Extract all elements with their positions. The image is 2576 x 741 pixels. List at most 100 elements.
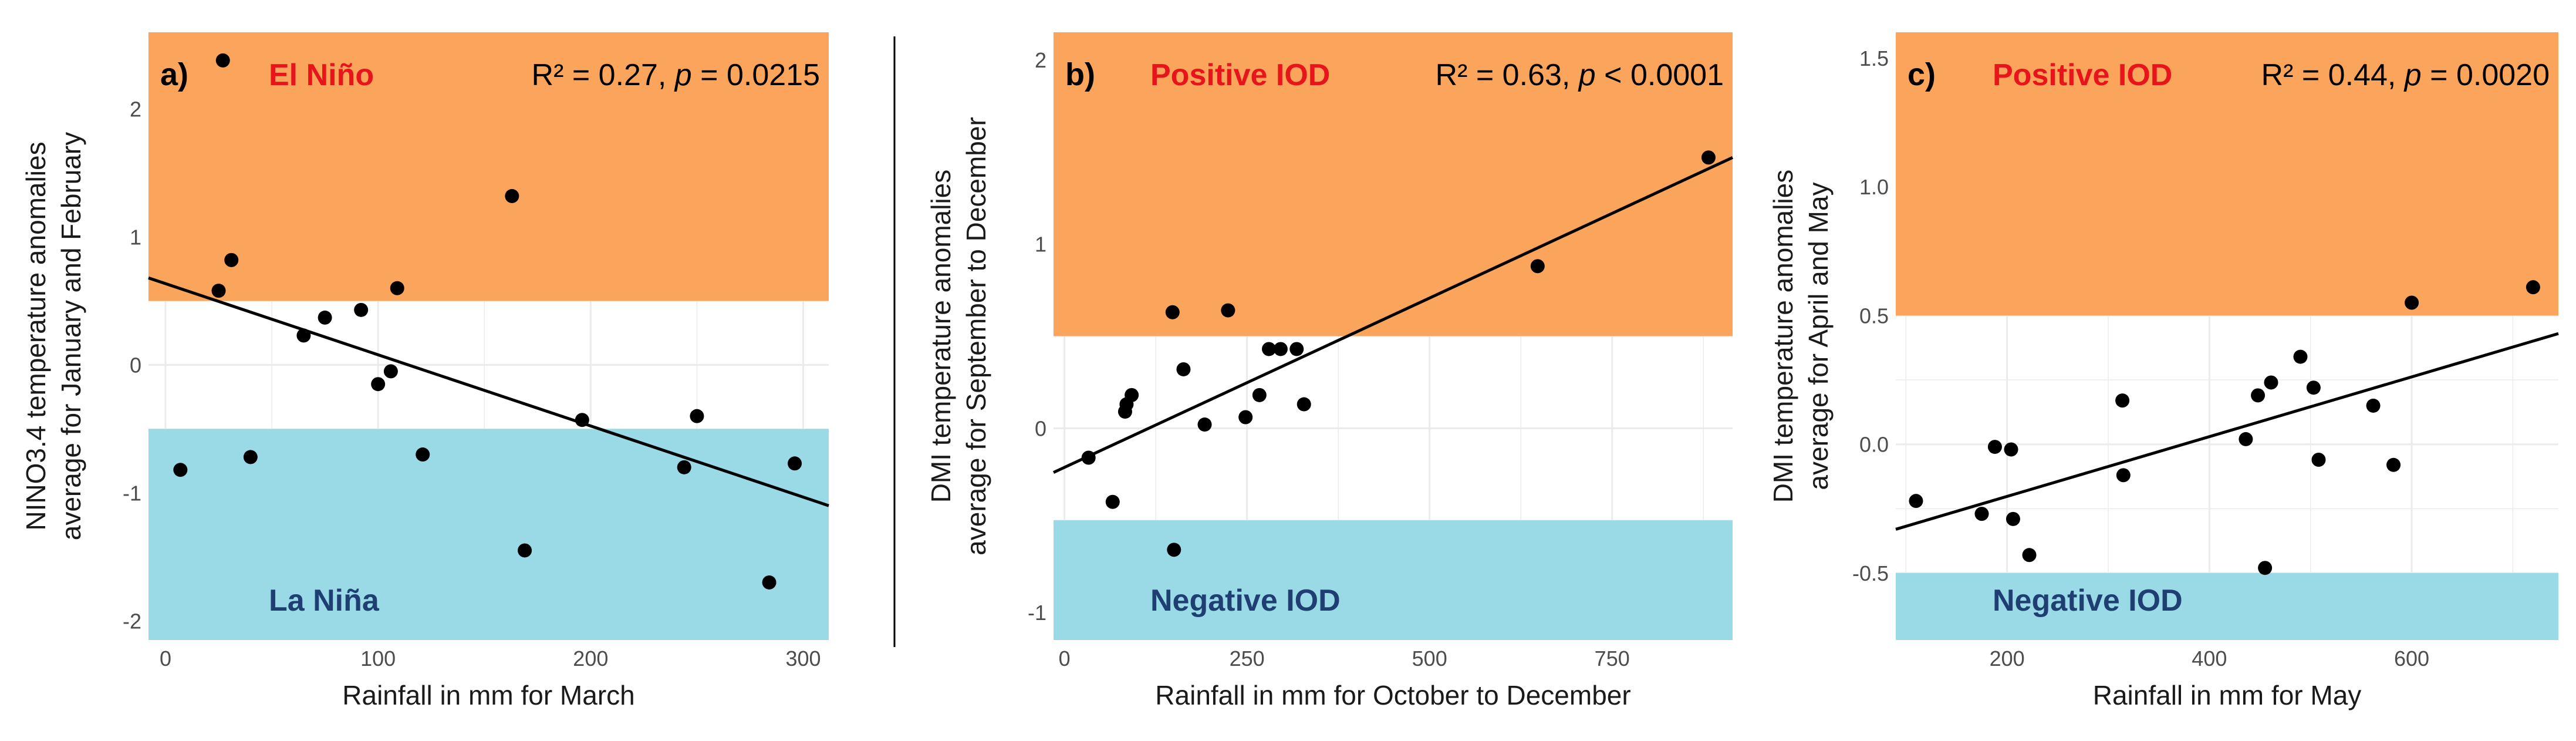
data-point [575, 413, 589, 427]
data-point [224, 252, 239, 267]
x-tick-label: 250 [1230, 646, 1265, 671]
data-point [371, 377, 386, 392]
upper-zone-band [1896, 32, 2558, 316]
x-tick-label: 100 [360, 646, 396, 671]
data-point [1167, 543, 1181, 557]
y-tick-label: 2 [130, 97, 141, 122]
lower-zone-band [1054, 520, 1733, 640]
data-point [296, 328, 311, 343]
x-axis-title: Rainfall in mm for May [2093, 680, 2362, 710]
regression-line [1052, 156, 1734, 474]
upper-zone-band [1054, 32, 1733, 336]
data-point [1273, 342, 1288, 356]
data-point [2251, 388, 2266, 403]
y-tick-label: 0 [130, 353, 141, 378]
data-point [1262, 342, 1277, 356]
data-point [762, 575, 776, 590]
data-point [1105, 494, 1120, 509]
y-tick-label: 1 [1035, 233, 1046, 257]
upper-zone-label: Positive IOD [1150, 58, 1330, 92]
chart-panel-1: 0 100 200 300 -2 -1 0 1 2 Rainfall in mm for Marc… [21, 32, 829, 710]
lower-zone-label: Negative IOD [1993, 584, 2183, 618]
data-point [1701, 150, 1716, 165]
data-point [2239, 432, 2253, 446]
y-axis-title-line-2: average for April and May [1803, 182, 1834, 490]
y-tick-label: 0 [1035, 416, 1046, 440]
data-point [2526, 280, 2540, 295]
data-point [1165, 305, 1180, 319]
data-point [2386, 457, 2401, 472]
data-point [2022, 548, 2037, 563]
lower-zone-label: Negative IOD [1150, 584, 1341, 618]
data-point [2293, 349, 2308, 364]
y-tick-label: -1 [123, 481, 141, 505]
data-point [1289, 342, 1304, 356]
x-tick-label: 0 [1059, 646, 1071, 671]
data-point [383, 364, 398, 379]
x-tick-label: 200 [1990, 646, 2025, 671]
data-point [2366, 398, 2381, 413]
y-axis-title-line-2: average for September to December [961, 117, 991, 555]
chart-panel-2: 0 250 500 750 -1 0 1 2 Rainfall in mm for Octobe… [926, 32, 1734, 710]
upper-zone-label: El Niño [269, 58, 374, 92]
data-point [1974, 507, 1989, 521]
data-point [390, 281, 404, 295]
regression-stats: R² = 0.44, p = 0.0020 [2261, 58, 2550, 92]
panel-label: c) [1907, 57, 1936, 92]
r2-value: R² = 0.27, [532, 58, 675, 92]
y-tick-label: 1.5 [1859, 46, 1889, 70]
p-value: < 0.0001 [1596, 58, 1724, 92]
x-tick-label: 600 [2394, 646, 2429, 671]
x-tick-label: 750 [1595, 646, 1630, 671]
data-point [243, 450, 258, 464]
data-point [2306, 380, 2321, 395]
p-value: = 0.0215 [692, 58, 820, 92]
y-axis-title-line-1: NINO3.4 temperature anomalies [21, 142, 51, 530]
data-point [1252, 388, 1267, 402]
data-point [788, 456, 802, 471]
y-tick-label: 0.5 [1859, 304, 1889, 328]
regression-stats: R² = 0.63, p < 0.0001 [1436, 58, 1724, 92]
data-point [2405, 295, 2419, 310]
upper-zone-label: Positive IOD [1993, 58, 2172, 92]
y-tick-label: 1.0 [1859, 175, 1889, 199]
data-point [518, 543, 532, 558]
p-symbol: p [1578, 58, 1596, 92]
data-point [505, 188, 519, 203]
x-tick-label: 400 [2192, 646, 2227, 671]
data-point [2115, 393, 2130, 408]
data-point [2006, 511, 2020, 526]
y-axis-title-line-1: DMI temperature anomalies [926, 170, 956, 503]
data-point [318, 310, 332, 325]
y-tick-label: 2 [1035, 48, 1046, 72]
r2-value: R² = 0.63, [1436, 58, 1579, 92]
y-axis-title-line-1: DMI temperature anomalies [1768, 170, 1798, 503]
data-point [690, 409, 704, 423]
data-point [1221, 303, 1235, 318]
y-axis-title-line-2: average for January and February [56, 132, 86, 541]
data-point [1125, 388, 1139, 402]
p-symbol: p [2403, 58, 2422, 92]
data-point [2258, 561, 2273, 575]
data-point [1909, 494, 1923, 508]
data-point [2116, 468, 2131, 483]
x-tick-label: 300 [785, 646, 821, 671]
r2-value: R² = 0.44, [2261, 58, 2405, 92]
data-point [2264, 375, 2278, 390]
lower-zone-label: La Niña [269, 584, 380, 618]
upper-zone-band [148, 32, 829, 301]
p-value: = 0.0020 [2422, 58, 2550, 92]
data-point [211, 284, 226, 298]
data-point [1081, 450, 1096, 465]
data-point [354, 302, 369, 317]
regression-line [1895, 332, 2559, 531]
regression-stats: R² = 0.27, p = 0.0215 [532, 58, 820, 92]
data-point [2311, 453, 2326, 467]
regression-line [148, 276, 829, 507]
y-tick-label: 1 [130, 225, 141, 250]
y-tick-label: 0.0 [1859, 433, 1889, 457]
data-point [1197, 417, 1212, 432]
p-symbol: p [674, 58, 692, 92]
data-point [1297, 397, 1311, 412]
